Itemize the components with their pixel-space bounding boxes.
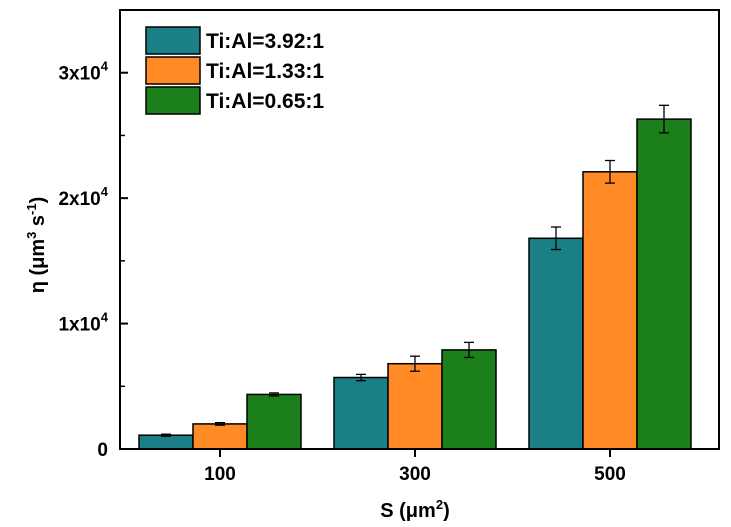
x-tick-label: 500 bbox=[594, 464, 626, 485]
legend-item: Ti:Al=1.33:1 bbox=[145, 56, 324, 85]
x-tick-label: 300 bbox=[399, 464, 431, 485]
bar-3-300 bbox=[441, 349, 497, 450]
legend-label: Ti:Al=3.92:1 bbox=[206, 30, 324, 53]
legend: Ti:Al=3.92:1 Ti:Al=1.33:1 Ti:Al=0.65:1 bbox=[145, 26, 324, 115]
error-bar-1-500 bbox=[551, 226, 561, 251]
error-bar-3-300 bbox=[464, 341, 474, 359]
plot-frame bbox=[119, 9, 720, 450]
y-tick-label: 3x104 bbox=[58, 59, 108, 85]
legend-swatch bbox=[145, 26, 201, 55]
y-tick-label: 2x104 bbox=[58, 184, 108, 210]
y-axis: 0 1x104 2x104 3x104 bbox=[58, 59, 128, 461]
legend-item: Ti:Al=3.92:1 bbox=[145, 26, 324, 55]
x-axis-title: S (μm2) bbox=[380, 497, 449, 522]
error-bar-3-500 bbox=[659, 104, 669, 134]
bar-3-100 bbox=[246, 393, 302, 450]
bar-1-300 bbox=[333, 376, 389, 450]
error-bar-1-100 bbox=[161, 433, 171, 437]
error-bar-2-100 bbox=[215, 422, 225, 426]
legend-label: Ti:Al=0.65:1 bbox=[206, 90, 324, 113]
y-tick-label: 1x104 bbox=[58, 310, 108, 336]
error-bar-2-300 bbox=[410, 355, 420, 372]
bars-layer bbox=[138, 118, 692, 450]
legend-swatch bbox=[145, 56, 201, 85]
bar-3-500 bbox=[636, 118, 692, 450]
bar-2-300 bbox=[387, 362, 443, 450]
x-tick-label: 100 bbox=[204, 464, 236, 485]
bar-2-100 bbox=[192, 423, 248, 450]
bar-1-500 bbox=[528, 237, 584, 450]
error-bar-3-100 bbox=[269, 392, 279, 397]
bar-1-100 bbox=[138, 434, 194, 450]
y-axis-title: η (μm3 s-1) bbox=[24, 197, 49, 294]
y-tick-label: 0 bbox=[97, 440, 108, 461]
error-bar-1-300 bbox=[356, 373, 366, 382]
legend-label: Ti:Al=1.33:1 bbox=[206, 60, 324, 83]
error-bar-2-500 bbox=[605, 159, 615, 184]
error-bars-layer bbox=[161, 104, 669, 437]
x-axis: 100 300 500 bbox=[204, 449, 626, 485]
bar-2-500 bbox=[582, 171, 638, 450]
legend-item: Ti:Al=0.65:1 bbox=[145, 86, 324, 115]
legend-swatch bbox=[145, 86, 201, 115]
